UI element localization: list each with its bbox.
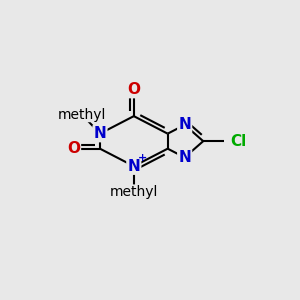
Text: N: N — [178, 117, 191, 132]
Text: O: O — [127, 82, 140, 97]
Text: N: N — [128, 159, 140, 174]
Text: methyl: methyl — [58, 107, 106, 122]
Text: methyl: methyl — [110, 185, 158, 199]
Text: N: N — [178, 150, 191, 165]
Text: +: + — [138, 153, 147, 163]
Text: N: N — [94, 126, 106, 141]
Text: O: O — [67, 141, 80, 156]
Text: Cl: Cl — [231, 134, 247, 149]
